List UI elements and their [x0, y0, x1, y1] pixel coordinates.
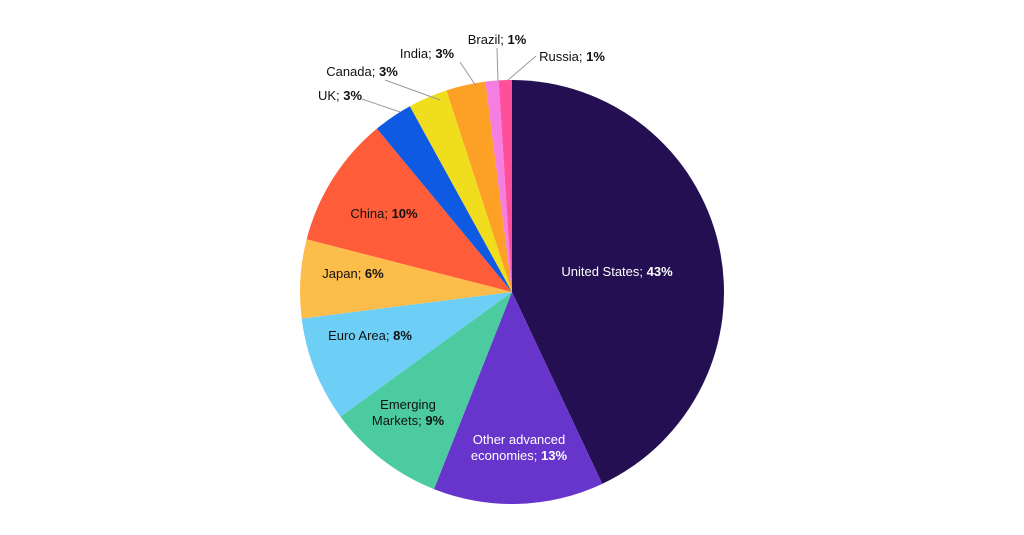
slice-name: Emerging Markets — [371, 397, 436, 428]
separator: ; — [371, 64, 379, 79]
leader-line — [459, 61, 477, 87]
slice-name: India — [399, 46, 429, 61]
slice-label: Emerging Markets; 9% — [363, 397, 453, 429]
separator: ; — [418, 413, 426, 428]
slice-label: Euro Area; 8% — [310, 328, 430, 344]
leader-line — [507, 55, 537, 81]
pie-slice — [409, 90, 512, 292]
slice-value: 8% — [393, 328, 412, 343]
separator: ; — [357, 266, 365, 281]
slice-name: Other advanced economies — [470, 432, 566, 463]
slice-name: Brazil — [467, 32, 501, 47]
slice-value: 3% — [435, 46, 455, 61]
slice-name: China — [350, 206, 385, 221]
slice-name: Japan — [322, 266, 358, 281]
slice-value: 13% — [541, 448, 568, 463]
pie-slice — [512, 80, 725, 484]
slice-name: UK — [317, 88, 337, 103]
slice-label: Russia; 1% — [527, 49, 617, 65]
slice-value: 1% — [507, 32, 527, 47]
pie-slice — [433, 292, 603, 505]
leader-line — [361, 98, 401, 113]
slice-value: 9% — [425, 413, 445, 428]
pie-slice — [300, 239, 512, 319]
separator: ; — [533, 448, 542, 463]
slice-label: Canada; 3% — [312, 64, 412, 80]
separator: ; — [385, 328, 394, 343]
slice-value: 3% — [343, 88, 363, 103]
separator: ; — [639, 264, 647, 279]
pie-slice — [306, 128, 512, 292]
leader-line — [496, 47, 499, 83]
slice-label: Other advanced economies; 13% — [464, 432, 574, 464]
slice-value: 1% — [586, 49, 605, 64]
pie-slice — [301, 292, 512, 417]
slice-value: 43% — [646, 264, 673, 279]
slice-label: India; 3% — [387, 46, 467, 62]
slice-value: 3% — [378, 64, 398, 79]
separator: ; — [578, 49, 587, 64]
slice-label: Japan; 6% — [308, 266, 398, 282]
slice-name: Euro Area — [328, 328, 386, 343]
pie-slice — [498, 80, 512, 292]
separator: ; — [336, 88, 344, 103]
slice-name: United States — [561, 264, 640, 279]
slice-label: China; 10% — [329, 206, 439, 222]
separator: ; — [384, 206, 392, 221]
slice-value: 6% — [364, 266, 384, 281]
slice-label: United States; 43% — [537, 264, 697, 280]
pie-slice — [446, 81, 512, 292]
slice-name: Russia — [539, 49, 579, 64]
slice-label: UK; 3% — [300, 88, 380, 104]
pie-slice — [340, 292, 512, 490]
slice-name: Canada — [326, 64, 372, 79]
slice-value: 10% — [391, 206, 418, 221]
pie-slice — [485, 80, 512, 292]
pie-slice — [376, 106, 512, 292]
slice-label: Brazil; 1% — [457, 32, 537, 48]
separator: ; — [428, 46, 436, 61]
leader-line — [384, 79, 441, 101]
separator: ; — [500, 32, 508, 47]
